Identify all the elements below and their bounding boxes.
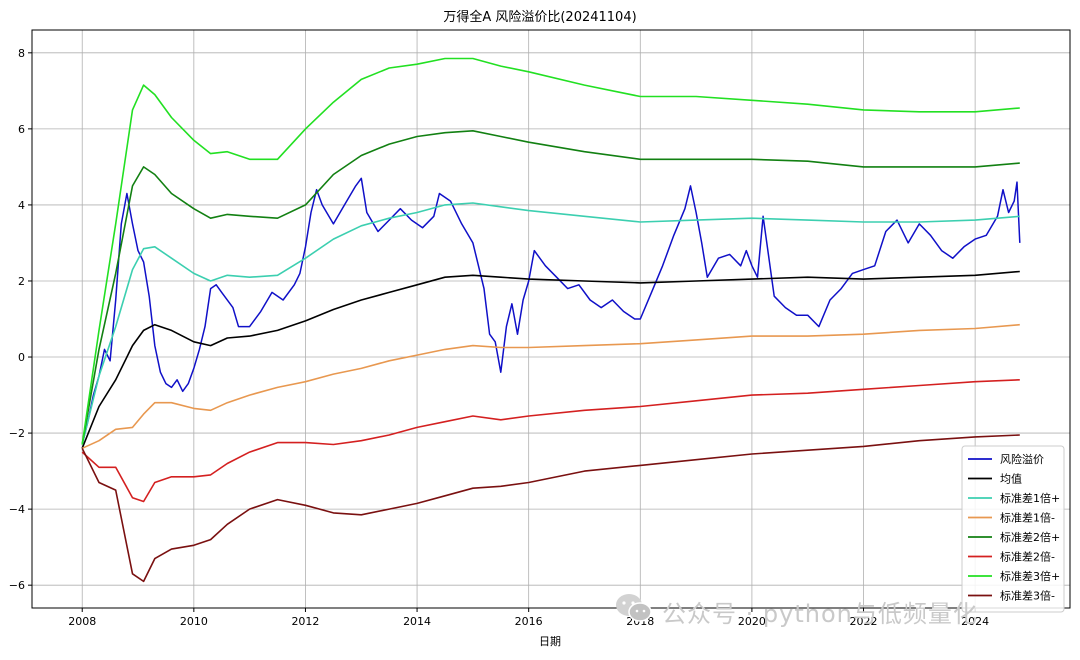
- y-tick-label: −2: [9, 427, 25, 440]
- legend-label: 标准差3倍-: [1000, 589, 1055, 603]
- legend-label: 标准差2倍-: [1000, 550, 1055, 564]
- x-tick-label: 2020: [738, 615, 766, 628]
- x-tick-label: 2022: [850, 615, 878, 628]
- y-tick-label: −6: [9, 579, 25, 592]
- y-tick-label: 8: [18, 47, 25, 60]
- legend-label: 标准差1倍-: [1000, 511, 1055, 525]
- legend-label: 风险溢价: [1000, 452, 1044, 466]
- watermark-text: 公众号 · python与低频量化: [662, 600, 978, 628]
- plot-frame: [31, 29, 1071, 609]
- plot-area: 200820102012201420162018202020222024−6−4…: [9, 29, 1071, 628]
- series-line-6: [81, 57, 1020, 445]
- x-tick-label: 2024: [961, 615, 989, 628]
- x-tick-label: 2012: [291, 615, 319, 628]
- series-line-1: [81, 270, 1020, 449]
- y-tick-label: −4: [9, 503, 25, 516]
- series-line-3: [81, 323, 1020, 450]
- legend-box: [961, 445, 1065, 613]
- series-line-4: [81, 130, 1020, 445]
- series-line-0: [81, 177, 1021, 445]
- y-tick-label: 0: [18, 351, 25, 364]
- legend-label: 均值: [1000, 473, 1022, 486]
- chart-title: 万得全A 风险溢价比(20241104): [443, 9, 636, 25]
- x-axis-label: 日期: [539, 635, 561, 648]
- x-tick-label: 2014: [403, 615, 431, 628]
- series-line-5: [81, 379, 1020, 503]
- legend-label: 标准差2倍+: [1000, 530, 1060, 544]
- y-tick-label: 6: [18, 123, 25, 136]
- x-tick-label: 2016: [515, 615, 543, 628]
- legend-label: 标准差3倍+: [1000, 569, 1060, 583]
- y-tick-label: 4: [18, 199, 25, 212]
- series-line-2: [81, 202, 1020, 445]
- x-tick-label: 2010: [180, 615, 208, 628]
- y-tick-label: 2: [18, 275, 25, 288]
- legend-label: 标准差1倍+: [1000, 491, 1060, 505]
- x-tick-label: 2008: [68, 615, 96, 628]
- wechat-logo-icon: [616, 594, 652, 622]
- series-line-7: [81, 434, 1020, 583]
